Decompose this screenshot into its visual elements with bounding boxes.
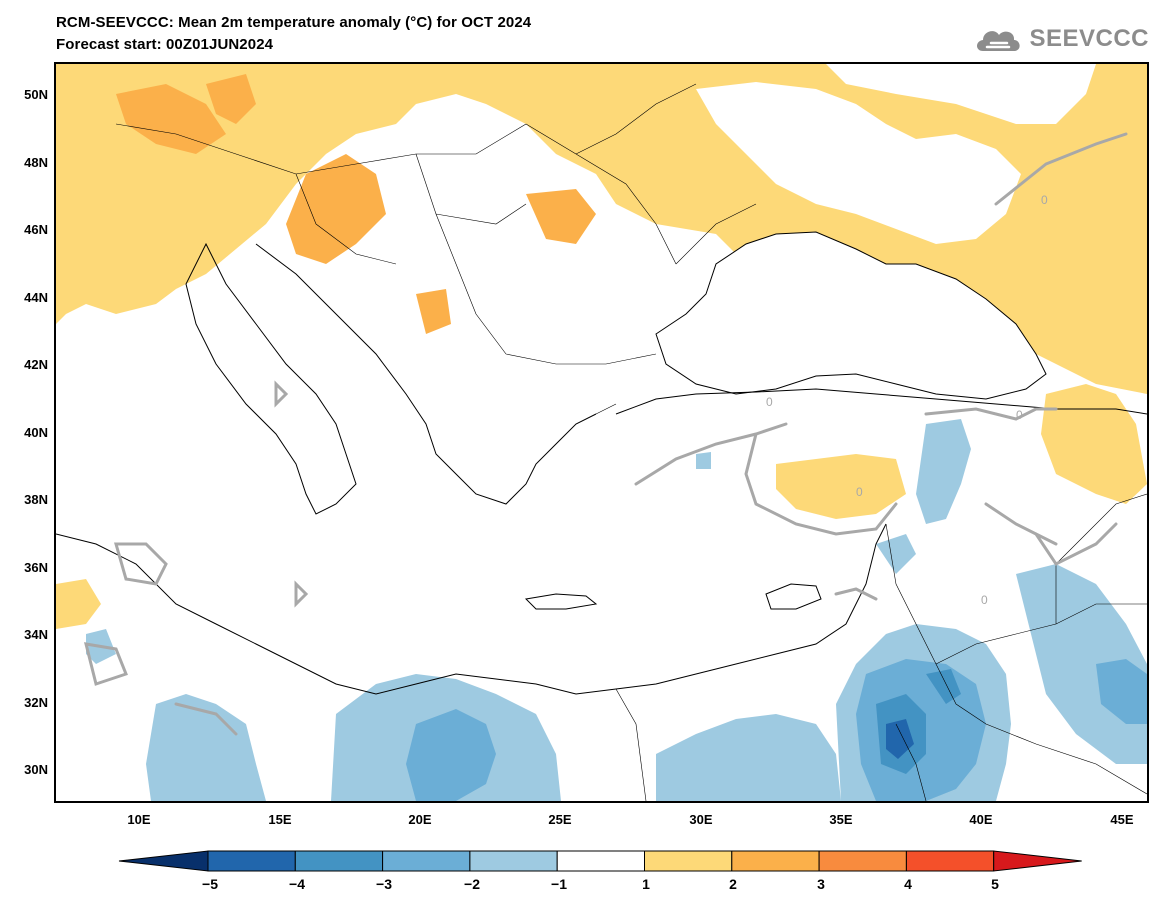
- black-sea-coastline: [655, 231, 1047, 400]
- colorbar-segment: [644, 850, 733, 872]
- lon-label: 40E: [969, 812, 993, 827]
- country-borders: [115, 83, 1147, 801]
- forecast-start-label: Forecast start: 00Z01JUN2024: [56, 36, 274, 53]
- lon-label: 10E: [127, 812, 151, 827]
- colorbar-label: −2: [464, 876, 480, 892]
- colorbar-segment: [207, 850, 296, 872]
- cold-anomaly-region-2: [406, 659, 1147, 801]
- neutral-region-eastern-europe: [696, 82, 1021, 244]
- colorbar-segment: [905, 850, 995, 872]
- colorbar-label: −5: [202, 876, 218, 892]
- lon-label: 15E: [268, 812, 292, 827]
- colorbar-label: 5: [991, 876, 999, 892]
- anomaly-map: 0 0 0 0 0: [56, 64, 1147, 801]
- cyprus-outline: [765, 583, 822, 610]
- italy-coastline: [185, 242, 357, 515]
- lon-label: 35E: [829, 812, 853, 827]
- warm-anomaly-region-east: [776, 214, 1147, 519]
- cold-anomaly-region-turkey: [696, 419, 971, 524]
- colorbar-label: 2: [729, 876, 737, 892]
- colorbar-extend-high: [993, 850, 1082, 872]
- lon-label: 20E: [408, 812, 432, 827]
- lat-label: 42N: [24, 357, 48, 372]
- lon-label: 25E: [548, 812, 572, 827]
- crete-outline: [524, 593, 598, 610]
- lat-label: 44N: [24, 290, 48, 305]
- contour-label: 0: [856, 485, 863, 499]
- colorbar-segment: [731, 850, 820, 872]
- lon-label: 30E: [689, 812, 713, 827]
- colorbar-label: −1: [551, 876, 567, 892]
- colorbar-segment: [556, 850, 646, 872]
- lat-label: 50N: [24, 87, 48, 102]
- lat-label: 46N: [24, 222, 48, 237]
- map-area: 0 0 0 0 0: [54, 62, 1149, 803]
- lat-label: 32N: [24, 695, 48, 710]
- zero-contour-lines: [83, 132, 1128, 736]
- contour-label: 0: [981, 593, 988, 607]
- mediterranean-south-coastline: [56, 523, 887, 695]
- neutral-region-west: [56, 314, 536, 584]
- lat-label: 34N: [24, 627, 48, 642]
- cold-anomaly-region-4: [886, 719, 914, 759]
- seevccc-logo: SEEVCCC: [973, 22, 1149, 56]
- colorbar-label: −4: [289, 876, 305, 892]
- lat-label: 40N: [24, 425, 48, 440]
- balkan-coastline: [255, 243, 597, 505]
- contour-label: 0: [766, 395, 773, 409]
- contour-label: 0: [1041, 193, 1048, 207]
- colorbar-segment: [469, 850, 558, 872]
- colorbar-label: 4: [904, 876, 912, 892]
- colorbar-label: 3: [817, 876, 825, 892]
- colorbar-segment: [382, 850, 471, 872]
- colorbar-label: −3: [376, 876, 392, 892]
- colorbar-extend-low: [118, 850, 209, 872]
- logo-text: SEEVCCC: [1029, 25, 1149, 52]
- contour-label: 0: [1016, 408, 1023, 422]
- cloud-logo-icon: [977, 31, 1021, 51]
- lat-label: 38N: [24, 492, 48, 507]
- lat-label: 36N: [24, 560, 48, 575]
- turkey-coastline: [615, 388, 1147, 415]
- lat-label: 48N: [24, 155, 48, 170]
- colorbar: [118, 850, 1082, 872]
- warm-anomaly-region-alps: [116, 74, 596, 334]
- colorbar-segment: [818, 850, 907, 872]
- lat-label: 30N: [24, 762, 48, 777]
- warm-anomaly-region-north-africa-west: [56, 579, 101, 629]
- lon-label: 45E: [1110, 812, 1134, 827]
- neutral-region-north-1: [826, 64, 1096, 124]
- map-title: RCM-SEEVCCC: Mean 2m temperature anomaly…: [56, 14, 532, 31]
- colorbar-label: 1: [642, 876, 650, 892]
- colorbar-segment: [294, 850, 384, 872]
